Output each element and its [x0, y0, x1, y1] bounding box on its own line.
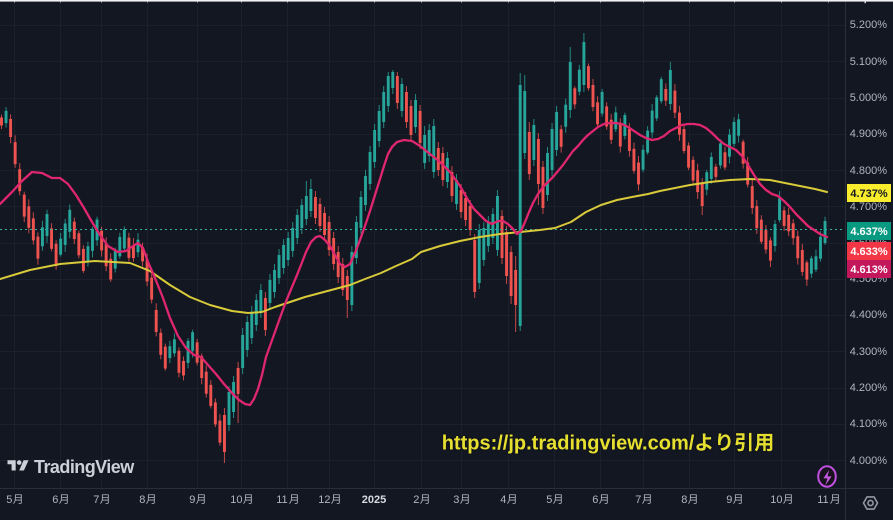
svg-text:4.200%: 4.200%: [850, 382, 888, 394]
svg-text:4.637%: 4.637%: [850, 226, 888, 238]
svg-text:12: 12: [318, 494, 330, 506]
svg-text:5.000%: 5.000%: [850, 92, 888, 104]
svg-text:7: 7: [635, 494, 641, 506]
svg-text:8: 8: [681, 494, 687, 506]
svg-text:4: 4: [500, 494, 506, 506]
svg-text:4.700%: 4.700%: [850, 201, 888, 213]
svg-text:4.000%: 4.000%: [850, 455, 888, 467]
svg-text:2: 2: [413, 494, 419, 506]
svg-text:4.100%: 4.100%: [850, 418, 888, 430]
svg-text:5: 5: [6, 494, 12, 506]
svg-text:4.900%: 4.900%: [850, 128, 888, 140]
svg-text:11: 11: [276, 494, 287, 506]
svg-text:6: 6: [52, 494, 58, 506]
svg-text:4.400%: 4.400%: [850, 309, 888, 321]
svg-text:3: 3: [453, 494, 459, 506]
svg-text:5: 5: [546, 494, 552, 506]
svg-text:9: 9: [189, 494, 195, 506]
svg-text:4.300%: 4.300%: [850, 346, 888, 358]
svg-text:10: 10: [230, 494, 242, 506]
svg-text:4.613%: 4.613%: [850, 264, 888, 276]
svg-text:8: 8: [139, 494, 145, 506]
svg-text:4.800%: 4.800%: [850, 165, 888, 177]
svg-text:10: 10: [770, 494, 782, 506]
svg-text:9: 9: [726, 494, 732, 506]
svg-text:11: 11: [817, 494, 828, 506]
svg-text:5.100%: 5.100%: [850, 56, 888, 68]
svg-text:2025: 2025: [362, 494, 386, 506]
svg-text:6: 6: [592, 494, 598, 506]
svg-text:https://jp.tradingview.com/: https://jp.tradingview.com/: [442, 433, 695, 455]
svg-text:5.200%: 5.200%: [850, 19, 888, 31]
svg-text:4.737%: 4.737%: [850, 188, 888, 200]
svg-text:4.633%: 4.633%: [850, 246, 888, 258]
svg-text:7: 7: [93, 494, 99, 506]
svg-text:TradingView: TradingView: [34, 457, 135, 477]
